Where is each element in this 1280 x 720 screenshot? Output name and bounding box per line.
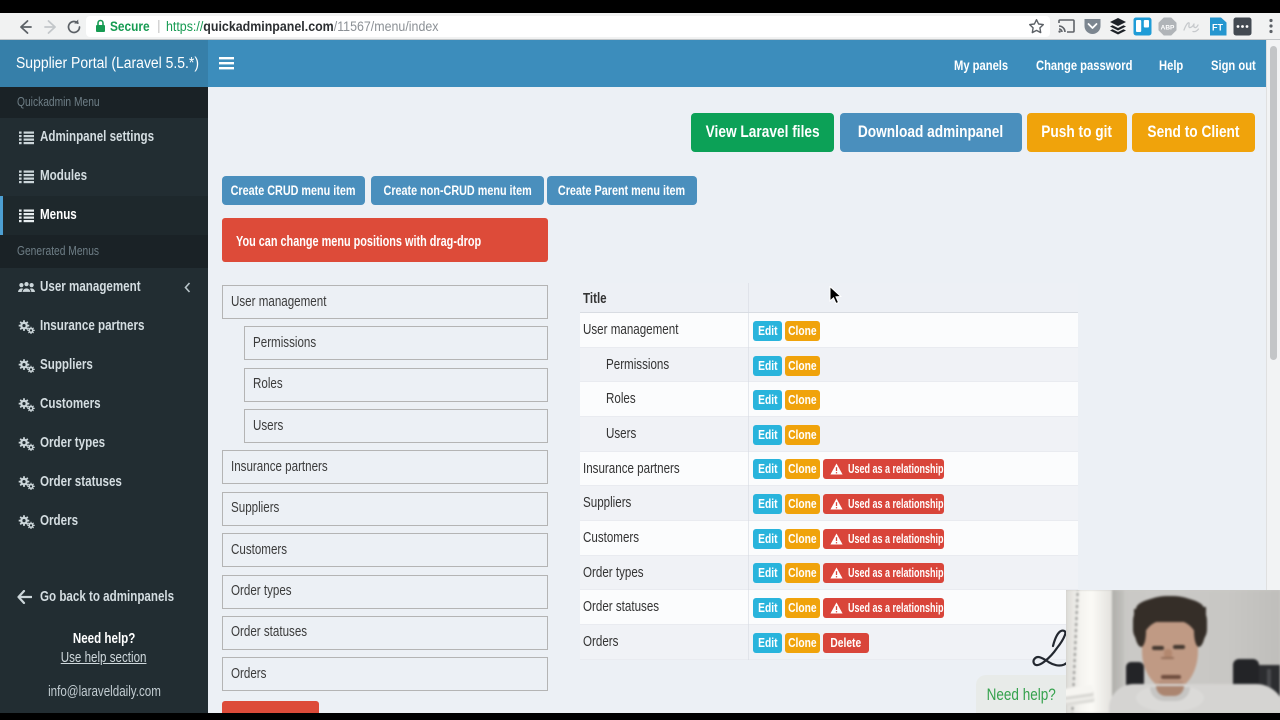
svg-text:ABP: ABP	[1161, 24, 1175, 31]
svg-text:FT: FT	[1212, 23, 1223, 33]
